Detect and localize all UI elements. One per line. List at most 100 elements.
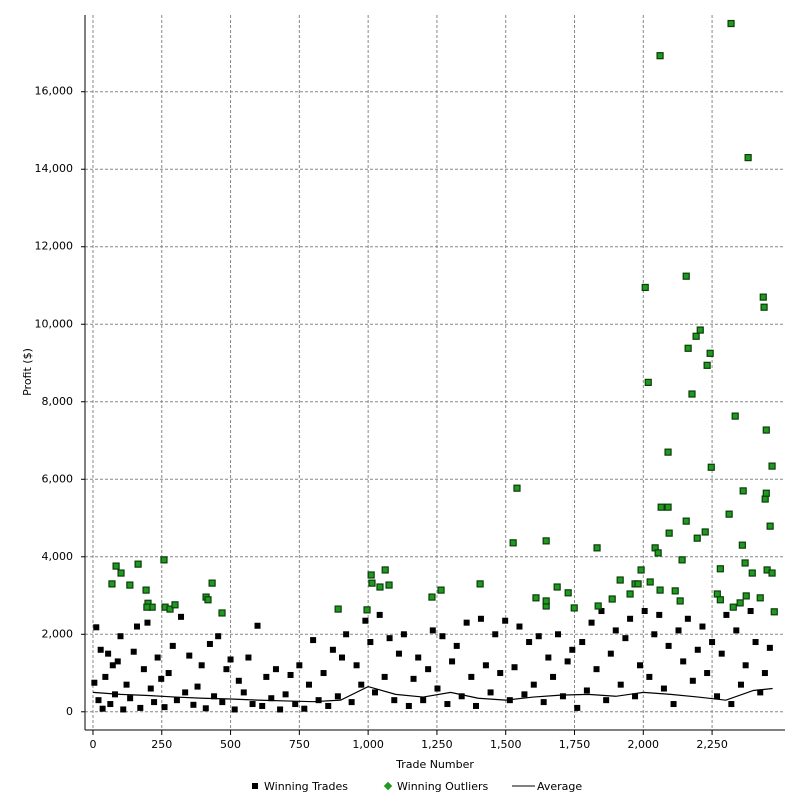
- outlier-point: [437, 586, 445, 594]
- point: [362, 617, 369, 624]
- outlier-point: [768, 569, 776, 577]
- outlier-point: [570, 604, 578, 612]
- x-tick-label: 1,500: [490, 738, 522, 751]
- point: [742, 662, 749, 669]
- outlier-point: [671, 587, 679, 595]
- point: [593, 666, 600, 673]
- point: [617, 681, 624, 688]
- outlier-point: [616, 576, 624, 584]
- outlier-point: [142, 586, 150, 594]
- point: [105, 650, 112, 657]
- point: [296, 662, 303, 669]
- point: [651, 631, 658, 638]
- outlier-point: [696, 326, 704, 334]
- outlier-point: [143, 603, 151, 611]
- point: [338, 654, 345, 661]
- outlier-point: [160, 556, 168, 564]
- point: [684, 615, 691, 622]
- outlier-point: [367, 571, 375, 579]
- outlier-point: [664, 503, 672, 511]
- point: [766, 644, 773, 651]
- point: [598, 608, 605, 615]
- point: [405, 702, 412, 709]
- point: [439, 633, 446, 640]
- x-tick-label: 0: [89, 738, 96, 751]
- outlier-point: [513, 484, 521, 492]
- outlier-point: [684, 344, 692, 352]
- outlier-point: [381, 566, 389, 574]
- point: [211, 693, 218, 700]
- point: [535, 633, 542, 640]
- point: [622, 635, 629, 642]
- outlier-point: [759, 293, 767, 301]
- point: [607, 650, 614, 657]
- outlier-point: [703, 361, 711, 369]
- outlier-point: [626, 590, 634, 598]
- average-line: [92, 685, 773, 703]
- point: [151, 699, 158, 706]
- point: [249, 701, 256, 708]
- point: [165, 670, 172, 677]
- outlier-point: [385, 581, 393, 589]
- point: [123, 681, 130, 688]
- point: [415, 654, 422, 661]
- point: [102, 673, 109, 680]
- point: [477, 615, 484, 622]
- outlier-point: [693, 534, 701, 542]
- point: [395, 650, 402, 657]
- outlier-point: [676, 597, 684, 605]
- legend-marker: [383, 781, 393, 791]
- y-tick-label: 2,000: [42, 627, 74, 640]
- point: [425, 666, 432, 673]
- x-axis-label: Trade Number: [395, 758, 474, 771]
- point: [579, 639, 586, 646]
- y-tick-label: 16,000: [35, 85, 74, 98]
- outlier-point: [727, 19, 735, 28]
- outlier-point: [509, 539, 517, 547]
- outlier-point: [768, 462, 776, 470]
- y-tick-label: 12,000: [35, 240, 74, 253]
- point: [492, 631, 499, 638]
- point: [114, 658, 121, 665]
- outlier-point: [542, 597, 550, 605]
- outlier-point: [738, 541, 746, 549]
- point: [714, 693, 721, 700]
- point: [144, 619, 151, 626]
- point: [272, 666, 279, 673]
- outlier-point: [760, 303, 768, 311]
- point: [190, 701, 197, 708]
- point: [540, 699, 547, 706]
- point: [282, 691, 289, 698]
- point: [429, 627, 436, 634]
- point: [660, 685, 667, 692]
- point: [487, 689, 494, 696]
- point: [588, 619, 595, 626]
- y-tick-label: 0: [66, 705, 73, 718]
- point: [372, 689, 379, 696]
- outlier-point: [112, 562, 120, 570]
- point: [134, 623, 141, 630]
- outlier-point: [376, 583, 384, 591]
- point: [329, 646, 336, 653]
- point: [559, 693, 566, 700]
- point: [665, 642, 672, 649]
- point: [569, 646, 576, 653]
- point: [603, 697, 610, 704]
- point: [215, 633, 222, 640]
- outlier-point: [762, 426, 770, 434]
- point: [526, 639, 533, 646]
- legend-label: Winning Outliers: [397, 780, 488, 793]
- point: [530, 681, 537, 688]
- x-tick-label: 1,000: [352, 738, 384, 751]
- point: [656, 611, 663, 618]
- y-tick-label: 10,000: [35, 317, 74, 330]
- point: [254, 622, 261, 629]
- outlier-point: [729, 603, 737, 611]
- point: [449, 658, 456, 665]
- point: [358, 681, 365, 688]
- x-tick-label: 1,750: [559, 738, 591, 751]
- outlier-point: [761, 495, 769, 503]
- point: [564, 658, 571, 665]
- point: [458, 693, 465, 700]
- point: [154, 654, 161, 661]
